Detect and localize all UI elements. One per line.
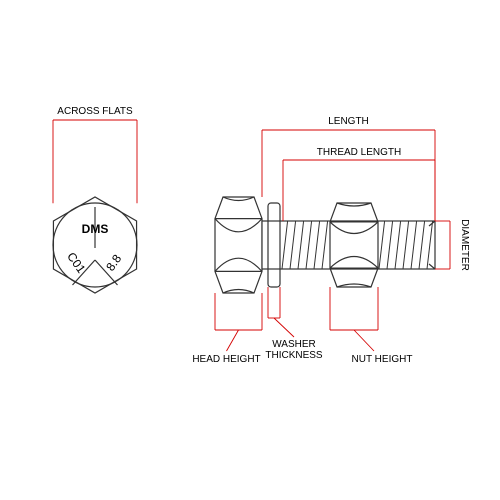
dim-across-flats: ACROSS FLATS [53,106,137,203]
label-thread-length: THREAD LENGTH [317,147,401,158]
label-diameter: DIAMETER [459,219,470,271]
bolt-side-view [215,197,435,293]
label-across-flats: ACROSS FLATS [57,106,133,117]
label-washer-thickness-1: WASHER [272,339,316,350]
label-head-height: HEAD HEIGHT [192,354,260,365]
head-mark-top: DMS [82,222,109,236]
hex-head-front: DMSC018.8 [53,197,137,293]
label-length: LENGTH [328,116,369,127]
bolt-diagram: DMSC018.8 ACROSS FLATS LENGTH THREAD LENGTH… [0,0,500,500]
label-nut-height: NUT HEIGHT [352,354,413,365]
dim-washer-thickness: WASHERTHICKNESS [265,287,323,361]
dim-diameter: DIAMETER [435,219,470,271]
dim-nut-height: NUT HEIGHT [330,287,412,365]
label-washer-thickness-2: THICKNESS [265,350,323,361]
dim-head-height: HEAD HEIGHT [192,293,262,365]
